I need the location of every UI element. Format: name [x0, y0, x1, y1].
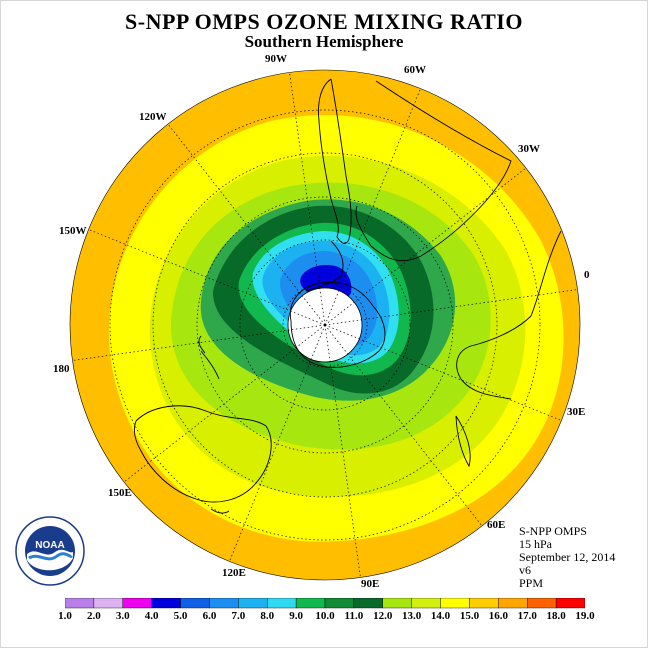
info-instrument: S-NPP OMPS — [519, 524, 587, 538]
colorbar-label: 7.0 — [231, 610, 246, 622]
colorbar-label: 9.0 — [289, 610, 303, 622]
colorbar-label: 6.0 — [202, 610, 217, 622]
coast-tasmania — [210, 508, 230, 514]
latitude-circles — [109, 109, 541, 541]
coast-australia — [133, 405, 272, 503]
meridians — [72, 72, 578, 578]
colorbar-label: 12.0 — [373, 610, 393, 622]
meridian-line — [324, 324, 562, 421]
lon-label-120w: 120W — [139, 111, 167, 123]
coast-antarctic-peninsula — [305, 240, 344, 292]
colorbar-label: 4.0 — [144, 610, 159, 622]
colorbar-label: 17.0 — [517, 610, 537, 622]
coast-antarctica — [289, 281, 386, 368]
colorbar-swatch — [180, 598, 210, 609]
colorbar-swatch — [498, 598, 528, 609]
coast-madagascar — [455, 415, 471, 468]
info-level: 15 hPa — [519, 537, 552, 551]
colorbar-swatch — [469, 598, 499, 609]
meridian-line — [324, 324, 483, 527]
colorbar-label: 3.0 — [115, 610, 130, 622]
colorbar-swatch — [238, 598, 268, 609]
colorbar-label: 15.0 — [459, 610, 480, 622]
lon-label-180: 180 — [53, 363, 70, 375]
colorbar-label: 1.0 — [58, 610, 72, 622]
coast-south-america — [318, 78, 352, 244]
colorbar-label: 19.0 — [575, 610, 595, 622]
colorbar-swatch — [93, 598, 123, 609]
coast-south-america-east — [355, 80, 512, 262]
lon-label-150w: 150W — [59, 225, 87, 237]
coastlines — [133, 78, 562, 514]
lon-label-30e: 30E — [567, 406, 586, 418]
meridian-line — [324, 289, 578, 326]
map-boundary — [69, 69, 581, 581]
colorbar-swatch — [382, 598, 412, 609]
colorbar-swatch — [151, 598, 181, 609]
colorbar-label: 14.0 — [430, 610, 451, 622]
colorbar-swatch — [527, 598, 557, 609]
meridian-line — [324, 167, 527, 326]
colorbar-swatch — [65, 598, 95, 609]
colorbar-swatch — [555, 598, 585, 609]
colorbar-label: 10.0 — [315, 610, 335, 622]
colorbar-swatch — [209, 598, 239, 609]
meridian-line — [289, 72, 326, 326]
colorbar-label: 2.0 — [87, 610, 101, 622]
noaa-logo-text: NOAA — [35, 540, 64, 551]
noaa-logo: NOAA — [15, 516, 85, 586]
colorbar-swatch — [267, 598, 297, 609]
colorbar-swatch — [440, 598, 470, 609]
colorbar-label: 8.0 — [260, 610, 275, 622]
info-box: S-NPP OMPS 15 hPa September 12, 2014 v6 … — [519, 525, 615, 590]
meridian-line — [324, 88, 421, 326]
colorbar-label: 13.0 — [402, 610, 422, 622]
lon-label-60e: 60E — [487, 519, 506, 531]
meridian-line — [229, 324, 326, 562]
colorbar-swatch — [295, 598, 326, 609]
meridian-line — [167, 123, 326, 326]
lon-label-90w: 90W — [265, 53, 287, 65]
colorbar-label: 18.0 — [546, 610, 566, 622]
lon-label-0: 0 — [584, 269, 590, 281]
lon-label-90e: 90E — [361, 578, 380, 590]
page-subtitle: Southern Hemisphere — [244, 32, 404, 51]
colorbar-swatch — [324, 598, 355, 609]
colorbar-swatch — [411, 598, 441, 609]
meridian-line — [88, 229, 326, 326]
lon-label-120e: 120E — [222, 567, 246, 579]
page-title: S-NPP OMPS OZONE MIXING RATIO — [125, 9, 523, 34]
lon-label-150e: 150E — [108, 487, 132, 499]
colorbar-label: 16.0 — [488, 610, 508, 622]
colorbar-label: 11.0 — [344, 610, 364, 622]
colorbar-label: 5.0 — [173, 610, 188, 622]
coast-africa — [456, 230, 562, 400]
colorbar-swatch — [353, 598, 383, 609]
colorbar — [65, 598, 585, 609]
meridian-line — [72, 324, 326, 361]
lon-label-60w: 60W — [404, 64, 426, 76]
colorbar-swatch — [122, 598, 152, 609]
coast-new-zealand — [198, 335, 220, 380]
info-date: September 12, 2014 — [519, 550, 616, 564]
lon-label-30w: 30W — [518, 143, 540, 155]
meridian-line — [324, 324, 361, 578]
meridian-line — [123, 324, 326, 483]
info-version: v6 — [519, 563, 531, 577]
info-units: PPM — [519, 576, 544, 590]
